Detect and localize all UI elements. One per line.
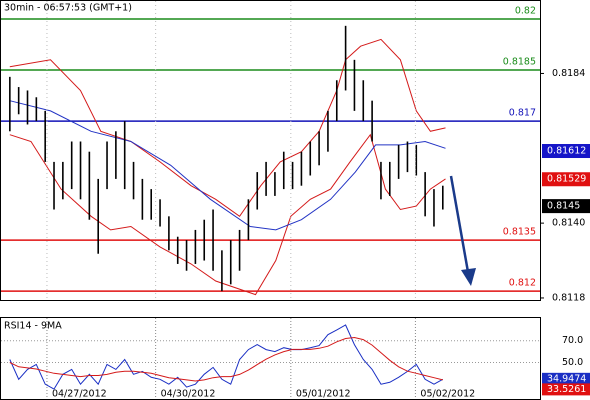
price-title: 30min - 06:57:53 (GMT+1): [4, 3, 132, 14]
indicator-line: [9, 38, 446, 218]
x-tick-label: 04/30/2012: [161, 389, 216, 400]
rsi-panel: [0, 317, 541, 400]
level-label: 0.82: [515, 6, 536, 17]
rsi-line: [9, 324, 444, 390]
level-label: 0.8185: [503, 57, 536, 68]
level-label: 0.8135: [503, 227, 536, 238]
x-tick-label: 05/01/2012: [296, 389, 351, 400]
price-panel: [0, 0, 541, 301]
y-tick-label: 50.0: [562, 357, 583, 368]
price-box-label: 0.81529: [547, 174, 586, 185]
y-tick-label: 0.8184: [552, 68, 585, 79]
rsi-title: RSI14 - 9MA: [4, 321, 62, 332]
price-box-label: 0.8145: [547, 201, 580, 212]
price-box-label: 0.81612: [547, 146, 586, 157]
value-box: [542, 372, 590, 385]
x-tick-label: 04/27/2012: [52, 389, 107, 400]
y-tick-label: 0.8118: [552, 292, 585, 303]
value-box-label: 33.5261: [547, 384, 586, 395]
forecast-arrow: [449, 175, 476, 286]
indicator-line: [9, 100, 446, 231]
arrow-shaft: [449, 175, 470, 273]
price-box: [542, 144, 590, 159]
value-box: [542, 383, 590, 396]
x-tick-label: 05/02/2012: [420, 389, 475, 400]
value-box-label: 34.9474: [547, 373, 586, 384]
arrow-head: [461, 268, 476, 286]
price-box: [542, 172, 590, 187]
y-tick-label: 70.0: [562, 335, 583, 346]
level-label: 0.817: [509, 108, 536, 119]
rsi-line: [9, 336, 443, 382]
price-box: [542, 199, 590, 214]
level-label: 0.812: [509, 278, 536, 289]
y-tick-label: 0.8140: [552, 218, 585, 229]
